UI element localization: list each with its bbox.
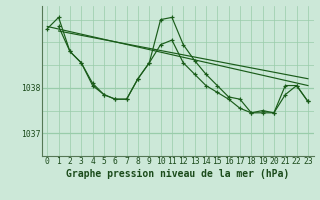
X-axis label: Graphe pression niveau de la mer (hPa): Graphe pression niveau de la mer (hPa) <box>66 169 289 179</box>
